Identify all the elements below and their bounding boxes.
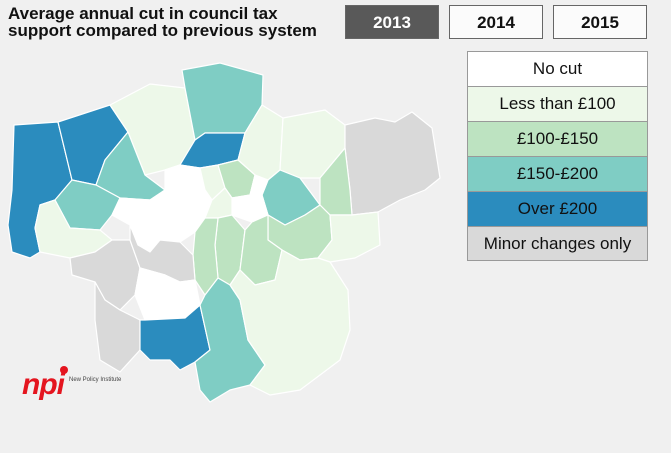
npi-logo-name: New Policy Institute — [69, 377, 122, 383]
legend-item-minor-changes: Minor changes only — [467, 226, 648, 261]
chart-title: Average annual cut in council tax suppor… — [8, 4, 317, 40]
legend-item-no-cut: No cut — [467, 51, 648, 86]
borough-bromley[interactable] — [229, 249, 351, 396]
legend-item-over-200: Over £200 — [467, 191, 648, 226]
london-boroughs-map — [7, 62, 441, 403]
borough-havering[interactable] — [344, 111, 441, 216]
borough-bexley[interactable] — [317, 211, 381, 263]
npi-logo-dot — [60, 366, 68, 374]
tab-2015[interactable]: 2015 — [553, 5, 647, 39]
legend-item-150-200: £150-£200 — [467, 156, 648, 191]
map-legend: No cut Less than £100 £100-£150 £150-£20… — [467, 51, 648, 261]
borough-wandsworth[interactable] — [129, 224, 196, 283]
legend-item-100-150: £100-£150 — [467, 121, 648, 156]
borough-sutton[interactable] — [139, 304, 211, 371]
npi-logo-mark: npi — [22, 368, 65, 401]
borough-tower-hamlets[interactable] — [231, 174, 269, 223]
tab-2013[interactable]: 2013 — [345, 5, 439, 39]
legend-item-less-than-100: Less than £100 — [467, 86, 648, 121]
npi-logo: npi New Policy Institute — [22, 366, 122, 408]
tab-2014[interactable]: 2014 — [449, 5, 543, 39]
